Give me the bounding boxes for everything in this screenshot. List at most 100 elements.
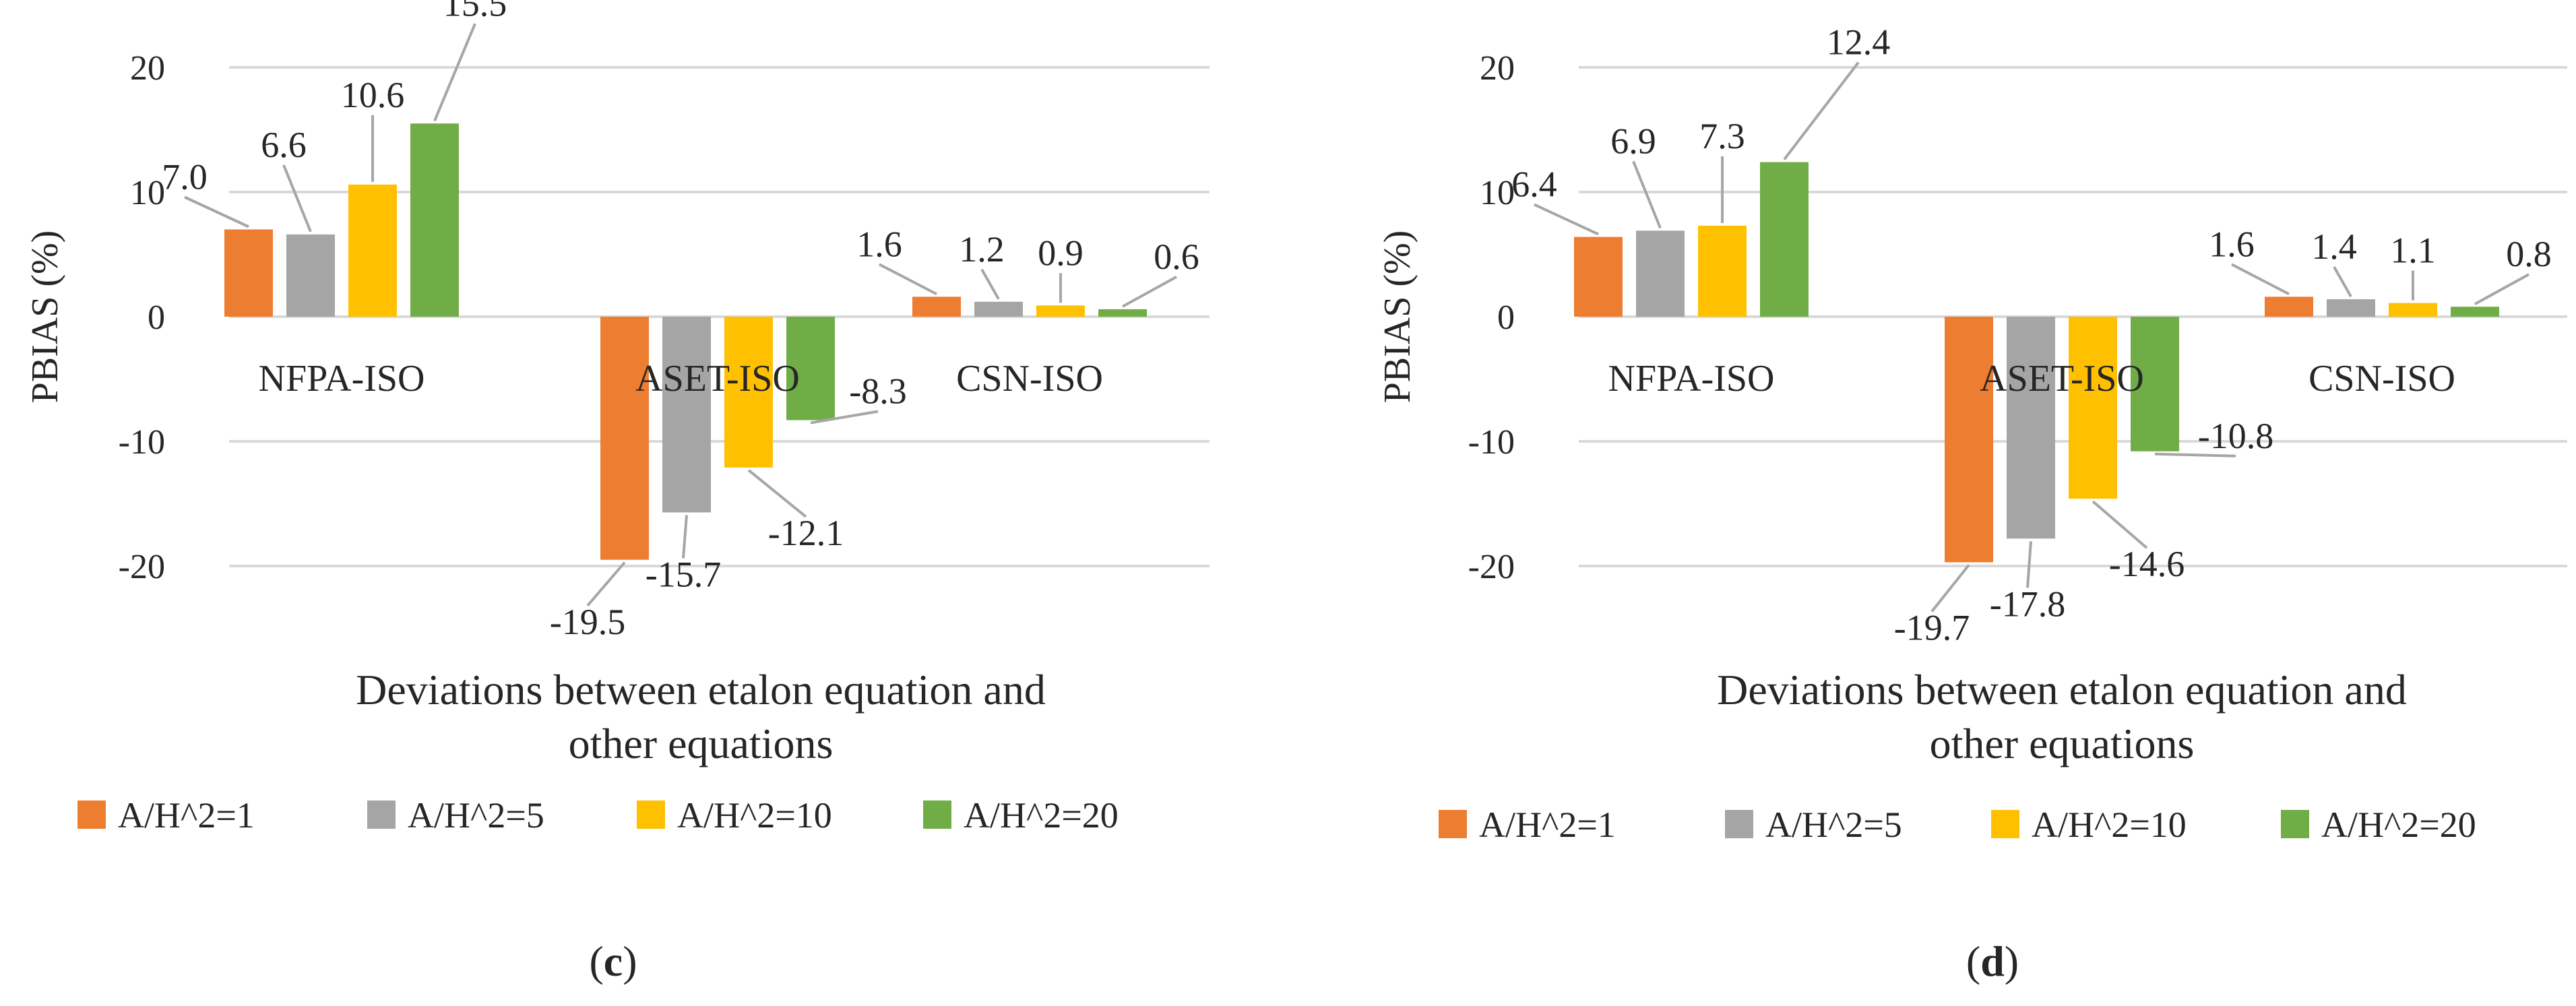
data-label-leader bbox=[2231, 263, 2290, 296]
y-tick-label: -10 bbox=[1468, 423, 1515, 462]
data-label: 10.6 bbox=[341, 75, 405, 115]
x-axis-label-line2: other equations bbox=[1930, 720, 2195, 767]
data-label-leader bbox=[433, 23, 476, 122]
bar-nfpa-iso-2 bbox=[1636, 230, 1685, 317]
y-tick-label: -10 bbox=[119, 423, 165, 462]
data-label: 7.3 bbox=[1699, 116, 1745, 156]
data-label: 6.9 bbox=[1610, 121, 1656, 161]
data-label-leader bbox=[1122, 276, 1177, 308]
data-label: 6.6 bbox=[261, 125, 307, 165]
bar-csn-iso-1 bbox=[2265, 296, 2313, 317]
y-tick-label: 20 bbox=[1480, 49, 1515, 88]
data-label-leader bbox=[2474, 273, 2530, 305]
legend-label-3: A/H^2=10 bbox=[2032, 805, 2187, 845]
bar-nfpa-iso-1 bbox=[1574, 237, 1623, 317]
bar-csn-iso-2 bbox=[974, 301, 1023, 317]
bar-aset-iso-2 bbox=[662, 317, 711, 513]
x-axis-label-line1: Deviations between etalon equation and bbox=[356, 666, 1046, 714]
bar-nfpa-iso-1 bbox=[224, 229, 273, 317]
panel-label: (c) bbox=[589, 937, 637, 985]
y-tick-label: -20 bbox=[1468, 548, 1515, 586]
y-axis-label: PBIAS (%) bbox=[1377, 230, 1418, 404]
data-label: 15.5 bbox=[443, 0, 507, 24]
data-label: 7.0 bbox=[162, 157, 208, 197]
data-label: 1.6 bbox=[856, 224, 902, 264]
y-tick-label: 10 bbox=[1480, 174, 1515, 212]
data-label-leader bbox=[2333, 266, 2352, 298]
legend-swatch-1 bbox=[77, 800, 106, 829]
legend-swatch-4 bbox=[923, 800, 951, 829]
data-label-leader bbox=[1930, 564, 1970, 612]
bar-csn-iso-3 bbox=[2389, 303, 2437, 317]
legend-swatch-2 bbox=[1725, 810, 1753, 838]
data-label: -15.7 bbox=[646, 554, 721, 594]
bar-nfpa-iso-2 bbox=[286, 234, 335, 317]
bar-aset-iso-4 bbox=[786, 317, 835, 420]
bar-aset-iso-3 bbox=[724, 317, 773, 468]
category-label-csn-iso: CSN-ISO bbox=[2308, 358, 2455, 400]
panel-label-close: ) bbox=[2005, 937, 2019, 985]
y-tick-label: 0 bbox=[1497, 298, 1515, 337]
bar-csn-iso-4 bbox=[2451, 307, 2499, 317]
data-label-leader bbox=[1632, 160, 1662, 229]
legend-swatch-3 bbox=[1991, 810, 2019, 838]
legend-label-2: A/H^2=5 bbox=[408, 795, 544, 836]
category-label-nfpa-iso: NFPA-ISO bbox=[259, 358, 425, 400]
category-label-aset-iso: ASET-ISO bbox=[635, 358, 800, 400]
x-axis-label-line1: Deviations between etalon equation and bbox=[1717, 666, 2407, 714]
panel-label-letter: d bbox=[1980, 937, 2005, 985]
chart-panel-d: 20 10 0 -10 -20 PBIAS (%) 6.4 6.9 7.3 12.4 NFPA-IS… bbox=[1377, 22, 2567, 985]
data-label-leader bbox=[282, 164, 312, 232]
chart-panel-c: 20 10 0 -10 -20 PBIAS (%) 7.0 6.6 10.6 15.5 NFPA-I… bbox=[24, 0, 1210, 985]
bar-aset-iso-2 bbox=[2007, 317, 2055, 539]
data-label-leader bbox=[879, 263, 937, 296]
data-label-leader bbox=[586, 561, 626, 607]
data-label-leader bbox=[682, 515, 688, 559]
bar-aset-iso-4 bbox=[2131, 317, 2179, 451]
legend-label-4: A/H^2=20 bbox=[964, 795, 1119, 836]
data-label: 0.8 bbox=[2506, 234, 2552, 274]
data-label-leader bbox=[1534, 203, 1599, 236]
bar-csn-iso-2 bbox=[2327, 299, 2375, 317]
panel-label-close: ) bbox=[623, 937, 637, 985]
x-axis-label-line2: other equations bbox=[569, 720, 834, 767]
y-axis-label: PBIAS (%) bbox=[24, 230, 66, 404]
legend-label-1: A/H^2=1 bbox=[118, 795, 255, 836]
bar-nfpa-iso-3 bbox=[1698, 225, 1747, 317]
category-label-nfpa-iso: NFPA-ISO bbox=[1608, 358, 1775, 400]
data-label-leader bbox=[810, 410, 879, 425]
data-label: 6.4 bbox=[1511, 164, 1557, 205]
panel-label-letter: c bbox=[604, 937, 623, 985]
bar-nfpa-iso-4 bbox=[410, 123, 459, 317]
legend-label-2: A/H^2=5 bbox=[1765, 805, 1902, 845]
data-label-leader bbox=[980, 268, 1000, 300]
panel-label-open: ( bbox=[1966, 937, 1980, 985]
data-label-leader bbox=[2026, 541, 2032, 588]
legend-swatch-1 bbox=[1439, 810, 1467, 838]
category-label-aset-iso: ASET-ISO bbox=[1980, 358, 2144, 400]
y-tick-label: 10 bbox=[130, 174, 165, 212]
data-label: 1.6 bbox=[2209, 224, 2255, 264]
data-label: -12.1 bbox=[768, 513, 844, 553]
panel-label-open: ( bbox=[589, 937, 603, 985]
data-label: -17.8 bbox=[1990, 584, 2065, 624]
legend-swatch-2 bbox=[367, 800, 396, 829]
y-tick-label: 0 bbox=[148, 298, 165, 337]
bar-csn-iso-3 bbox=[1036, 305, 1085, 317]
bar-aset-iso-3 bbox=[2069, 317, 2117, 499]
data-label: 1.2 bbox=[959, 229, 1005, 270]
data-label: 1.4 bbox=[2311, 226, 2357, 267]
bar-csn-iso-4 bbox=[1098, 309, 1147, 317]
data-label-leader bbox=[184, 195, 249, 228]
y-tick-label: -20 bbox=[119, 548, 165, 586]
data-label: -19.5 bbox=[550, 602, 625, 642]
bar-nfpa-iso-3 bbox=[348, 184, 397, 317]
panel-label: (d) bbox=[1966, 937, 2019, 985]
bar-aset-iso-1 bbox=[600, 317, 649, 560]
data-label-leader bbox=[2154, 452, 2236, 458]
bar-nfpa-iso-4 bbox=[1760, 162, 1809, 317]
data-label: 0.6 bbox=[1154, 237, 1199, 277]
data-label-leader bbox=[2092, 500, 2148, 549]
legend-label-4: A/H^2=20 bbox=[2321, 805, 2476, 845]
